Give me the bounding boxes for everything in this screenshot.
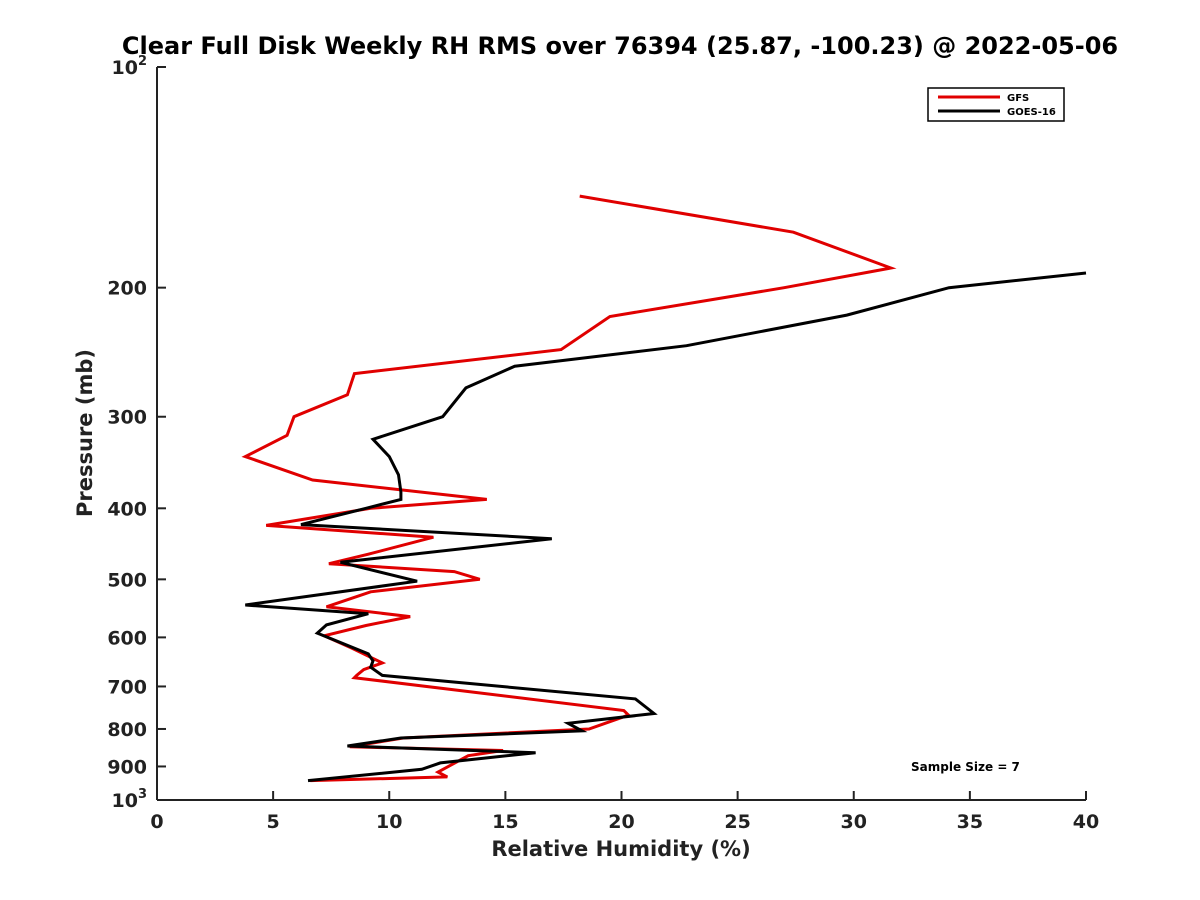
x-tick-label: 35	[957, 811, 983, 833]
x-tick-label: 30	[841, 811, 867, 833]
y-tick-label: 400	[107, 498, 147, 520]
x-tick-label: 5	[267, 811, 280, 833]
y-tick-label: 700	[107, 676, 147, 698]
x-tick-label: 0	[150, 811, 163, 833]
legend-label-goes16: GOES-16	[1007, 107, 1056, 118]
x-tick-label: 25	[724, 811, 750, 833]
y-tick-label: 103	[112, 787, 148, 812]
series-lines	[241, 194, 1087, 783]
x-tick-label: 40	[1073, 811, 1099, 833]
legend-box	[927, 87, 1065, 122]
legend: GFS GOES-16	[927, 87, 1065, 122]
axes	[156, 67, 1086, 801]
y-tick-label: 300	[107, 407, 147, 429]
x-tick-label: 10	[376, 811, 402, 833]
y-axis-label: Pressure (mb)	[73, 349, 97, 517]
y-tick-label: 800	[107, 719, 147, 741]
x-tick-label: 15	[492, 811, 518, 833]
x-axis-label: Relative Humidity (%)	[491, 837, 750, 861]
sample-size-annotation: Sample Size = 7	[911, 760, 1020, 774]
y-tick-label: 900	[107, 756, 147, 778]
chart-title: Clear Full Disk Weekly RH RMS over 76394…	[122, 32, 1118, 60]
x-ticks: 0 5 10 15 20 25 30 35 40	[150, 791, 1099, 833]
y-tick-label: 600	[107, 627, 147, 649]
y-tick-label: 200	[107, 278, 147, 300]
legend-label-gfs: GFS	[1007, 93, 1029, 104]
series-line-goes16	[245, 271, 1087, 783]
y-ticks: 102 200 300 400 500 600 700 800 900 103	[107, 54, 166, 812]
y-tick-label: 500	[107, 569, 147, 591]
y-tick-label: 102	[112, 54, 148, 79]
x-tick-label: 20	[608, 811, 634, 833]
